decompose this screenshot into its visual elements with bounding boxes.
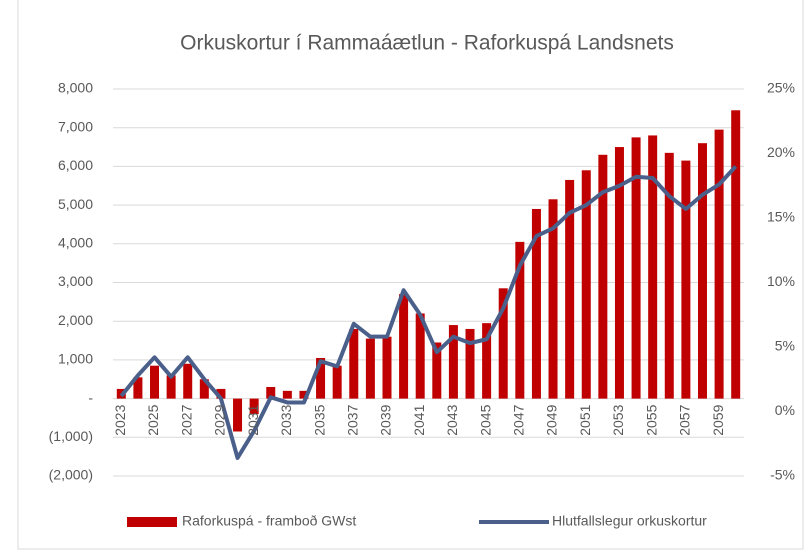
bar	[465, 328, 475, 399]
bar	[731, 110, 741, 399]
x-tick-label: 2045	[477, 404, 493, 435]
bar	[415, 313, 425, 399]
bar	[399, 294, 409, 399]
x-tick-label: 2027	[178, 404, 194, 435]
y-tick-label: 4,000	[58, 235, 93, 251]
bar	[216, 388, 226, 399]
bar	[548, 199, 558, 399]
y-tick-label: 2,000	[58, 312, 93, 328]
x-tick-label: 2023	[112, 404, 128, 435]
x-tick-label: 2057	[677, 404, 693, 435]
bar	[199, 379, 209, 399]
bar	[631, 137, 641, 399]
y2-tick-label: 10%	[767, 273, 795, 289]
x-tick-label: 2047	[511, 404, 527, 435]
bar	[664, 152, 674, 399]
bar	[714, 129, 724, 399]
x-tick-label: 2039	[378, 404, 394, 435]
bar	[365, 338, 375, 399]
bar	[150, 365, 160, 399]
y2-tick-label: 5%	[775, 338, 795, 354]
bar	[133, 377, 143, 399]
bar	[648, 135, 658, 399]
x-tick-label: 2055	[643, 404, 659, 435]
x-tick-label: 2059	[710, 404, 726, 435]
legend-swatch	[127, 517, 177, 527]
bar	[614, 147, 624, 399]
y2-tick-label: 20%	[767, 144, 795, 160]
x-tick-label: 2041	[411, 404, 427, 435]
bar	[332, 365, 342, 399]
bar	[565, 179, 575, 399]
legend-label: Hlutfallslegur orkuskortur	[552, 513, 707, 529]
y2-tick-label: -5%	[770, 467, 795, 483]
x-tick-label: 2025	[145, 404, 161, 435]
x-tick-label: 2051	[577, 404, 593, 435]
y-tick-label: -	[88, 389, 93, 405]
bar	[697, 143, 707, 399]
x-tick-label: 2043	[444, 404, 460, 435]
bar	[282, 390, 292, 399]
x-tick-label: 2053	[610, 404, 626, 435]
bar	[515, 241, 525, 399]
x-tick-label: 2035	[311, 404, 327, 435]
y-tick-label: 8,000	[58, 80, 93, 96]
bar	[249, 398, 259, 415]
bar	[299, 390, 309, 399]
y2-tick-label: 0%	[775, 402, 795, 418]
y-tick-label: 1,000	[58, 351, 93, 367]
bar	[681, 160, 691, 399]
bar	[448, 325, 458, 399]
y-tick-label: (2,000)	[49, 467, 93, 483]
bar	[316, 357, 326, 399]
bar	[432, 342, 442, 399]
bar	[482, 323, 492, 399]
bar	[183, 363, 193, 399]
y-tick-label: 5,000	[58, 196, 93, 212]
x-tick-label: 2049	[544, 404, 560, 435]
chart-frame	[17, 0, 804, 550]
bar	[498, 288, 508, 399]
x-tick-label: 2031	[245, 404, 261, 435]
bar	[166, 375, 176, 399]
x-tick-label: 2029	[212, 404, 228, 435]
x-tick-label: 2037	[344, 404, 360, 435]
chart-title: Orkuskortur í Rammaáætlun - Raforkuspá L…	[180, 32, 674, 55]
bar	[349, 328, 359, 399]
bar	[598, 154, 608, 399]
x-tick-label: 2033	[278, 404, 294, 435]
bar	[531, 208, 541, 399]
y2-tick-label: 15%	[767, 209, 795, 225]
bar	[266, 386, 276, 399]
bar	[233, 398, 243, 432]
legend-label: Raforkuspá - framboð GWst	[182, 513, 356, 529]
y-tick-label: 6,000	[58, 157, 93, 173]
y-tick-label: 3,000	[58, 273, 93, 289]
y-tick-label: 7,000	[58, 118, 93, 134]
y-tick-label: (1,000)	[49, 428, 93, 444]
y2-tick-label: 25%	[767, 80, 795, 96]
bar	[581, 170, 591, 399]
line	[119, 165, 738, 460]
bar	[382, 336, 392, 399]
